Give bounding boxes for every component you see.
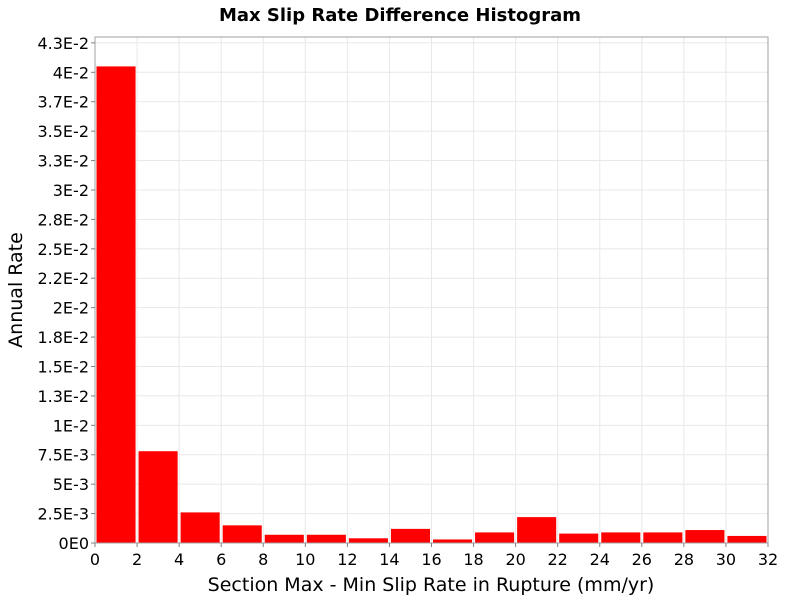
y-tick-label: 3E-2 [53,181,89,200]
histogram-bar [390,528,430,543]
histogram-bar [643,532,683,543]
x-tick-label: 6 [216,550,226,569]
x-tick-label: 32 [758,550,778,569]
histogram-bar [96,66,136,543]
x-tick-label: 16 [421,550,441,569]
y-axis-label: Annual Rate [5,232,27,348]
y-tick-label: 3.3E-2 [37,152,89,171]
histogram-bar [601,532,641,543]
y-axis: 0E0 2.5E-3 5E-3 7.5E-3 1E-2 1.3E-2 1.5E-2 1.8E-… [37,34,95,553]
y-tick-label: 3.7E-2 [37,93,89,112]
histogram-bar [433,539,473,543]
y-tick-label: 2.5E-2 [37,240,89,259]
grid-lines [94,37,769,544]
x-tick-label: 26 [632,550,652,569]
y-tick-label: 2E-2 [53,299,89,318]
y-tick-label: 1.5E-2 [37,357,89,376]
y-tick-label: 4E-2 [53,63,89,82]
x-tick-label: 8 [258,550,268,569]
x-tick-label: 10 [295,550,315,569]
y-tick-label: 1.3E-2 [37,387,89,406]
histogram-bar [222,525,262,543]
histogram-bar [685,530,725,543]
histogram-bar [475,532,515,543]
y-tick-label: 2.8E-2 [37,210,89,229]
histogram-bar [306,534,346,543]
x-tick-label: 24 [590,550,610,569]
x-tick-label: 18 [463,550,483,569]
histogram-bar [138,451,178,543]
histogram-bar [517,517,557,543]
histogram-bar [559,533,599,543]
y-tick-label: 4.3E-2 [37,34,89,53]
histogram-bar [264,534,304,543]
x-tick-label: 2 [132,550,142,569]
x-tick-label: 4 [174,550,184,569]
y-tick-label: 2.2E-2 [37,269,89,288]
x-tick-label: 0 [90,550,100,569]
y-tick-label: 7.5E-3 [37,446,89,465]
y-tick-label: 3.5E-2 [37,122,89,141]
y-tick-label: 2.5E-3 [37,505,89,524]
x-axis-label: Section Max - Min Slip Rate in Rupture (… [208,574,655,596]
x-tick-label: 22 [548,550,568,569]
x-tick-label: 28 [674,550,694,569]
x-axis: 0 2 4 6 8 10 12 14 16 18 20 22 24 26 28 30 32 [90,543,778,569]
histogram-bars [96,66,767,543]
x-tick-label: 14 [379,550,399,569]
x-tick-label: 12 [337,550,357,569]
x-tick-label: 30 [716,550,736,569]
histogram-bar [348,538,388,543]
y-tick-label: 0E0 [59,534,89,553]
y-tick-label: 1E-2 [53,416,89,435]
x-tick-label: 20 [505,550,525,569]
y-tick-label: 1.8E-2 [37,328,89,347]
chart-title: Max Slip Rate Difference Histogram [219,5,581,26]
y-tick-label: 5E-3 [53,475,89,494]
histogram-bar [180,512,220,543]
histogram-bar [727,535,767,543]
